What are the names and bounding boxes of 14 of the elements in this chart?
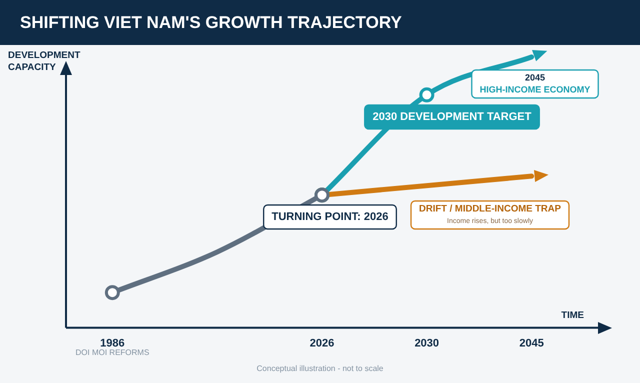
annotation: 2045 [524,72,546,82]
x-tick-label: 2026 [310,337,334,350]
x-tick-label: 1986 [100,337,125,350]
chart-title: SHIFTING VIET NAM'S GROWTH TRAJECTORY [0,0,640,45]
annotation: TURNING POINT: 2026 [272,211,388,224]
text: Conceptual illustration - not to scale [256,364,384,374]
annotation: DRIFT / MIDDLE-INCOME TRAP [419,204,562,215]
y-axis-title: DEVELOPMENT CAPACITY [8,50,81,73]
x-axis-title: TIME [561,310,584,321]
x-tick-label: 2045 [519,337,544,350]
annotation: HIGH-INCOME ECONOMY [480,84,590,94]
x-tick-label: 2030 [414,337,440,350]
annotation: 2030 DEVELOPMENT TARGET [372,111,532,124]
text: DOI MOI REFORMS [76,348,150,358]
